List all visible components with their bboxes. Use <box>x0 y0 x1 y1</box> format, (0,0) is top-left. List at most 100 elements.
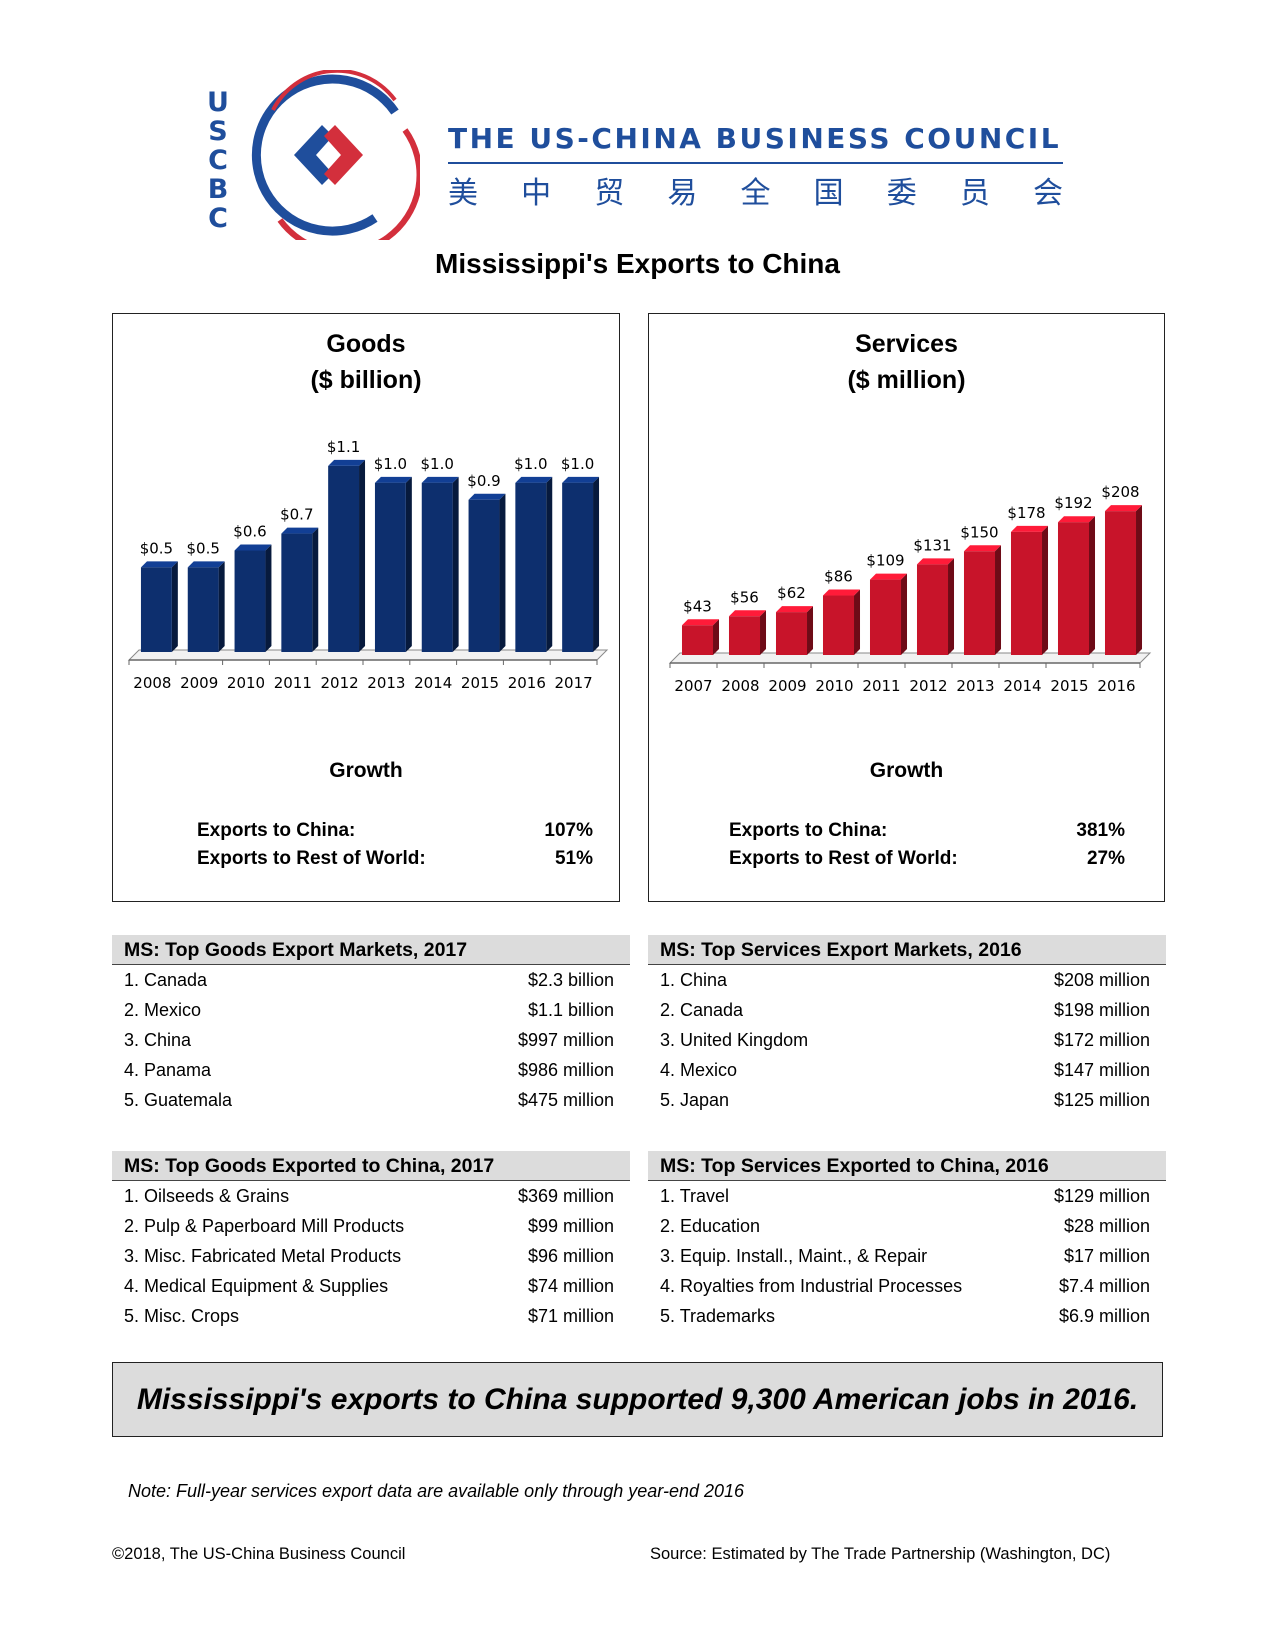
row-value: $475 million <box>517 1090 614 1110</box>
services-chart-title-text: Services <box>855 330 958 358</box>
footnote: Note: Full-year services export data are… <box>128 1481 745 1501</box>
bar-side <box>312 527 319 652</box>
data-label: $86 <box>824 568 853 586</box>
bar <box>775 612 808 655</box>
row-value: $17 million <box>1063 1246 1150 1266</box>
bar-side <box>713 619 720 655</box>
services-growth-world-label: Exports to Rest of World: <box>729 848 958 869</box>
row-name: 5. Trademarks <box>660 1306 776 1326</box>
services-chart-title: Services ($ million) <box>649 326 1164 398</box>
goods-chart-title: Goods ($ billion) <box>113 326 619 398</box>
x-tick-label: 2012 <box>321 674 359 692</box>
table-row: 5. Misc. Crops $71 million <box>112 1301 630 1331</box>
services-products-table: MS: Top Services Exported to China, 2016… <box>648 1151 1166 1331</box>
row-value: $7.4 million <box>1058 1276 1150 1296</box>
row-name: 4. Mexico <box>660 1060 738 1080</box>
row-name: 3. Misc. Fabricated Metal Products <box>124 1246 402 1266</box>
x-tick-label: 2008 <box>721 677 759 695</box>
row-value: $369 million <box>517 1186 614 1206</box>
bar-top <box>681 619 720 626</box>
x-tick-label: 2015 <box>1050 677 1088 695</box>
goods-bar-chart: $0.5 2008 $0.5 2009 $0.6 2010 $0.7 2011 $1.1 2012… <box>127 438 609 692</box>
row-name: 2. Pulp & Paperboard Mill Products <box>124 1216 405 1236</box>
table-row: 2. Education $28 million <box>648 1211 1166 1241</box>
row-name: 2. Canada <box>660 1000 744 1020</box>
bar <box>963 551 996 655</box>
row-value: $129 million <box>1053 1186 1150 1206</box>
logo-letter: U <box>207 87 229 118</box>
table-header: MS: Top Services Export Markets, 2016 <box>648 935 1166 965</box>
bar <box>140 567 172 652</box>
bar <box>234 550 266 652</box>
table-row: 4. Panama $986 million <box>112 1055 630 1085</box>
row-value: $986 million <box>517 1060 614 1080</box>
bar <box>1104 511 1137 655</box>
bar-top <box>916 558 955 565</box>
data-label: $1.1 <box>327 438 360 456</box>
bar <box>468 499 500 652</box>
bar-top <box>281 527 319 534</box>
bar-side <box>901 573 908 655</box>
row-name: 4. Royalties from Industrial Processes <box>660 1276 963 1296</box>
services-bar-chart: $43 2007 $56 2008 $62 2009 $86 2010 $109 2011 $131… <box>668 483 1152 695</box>
bar-top <box>728 610 767 617</box>
row-name: 4. Panama <box>124 1060 212 1080</box>
table-row: 1. Travel $129 million <box>648 1181 1166 1211</box>
logo-letter: B <box>207 174 229 205</box>
bar-side <box>1042 525 1049 655</box>
row-value: $96 million <box>527 1246 614 1266</box>
row-name: 1. Canada <box>124 970 208 990</box>
bar-top <box>1010 525 1049 532</box>
bar-side <box>405 476 412 652</box>
jobs-callout: Mississippi's exports to China supported… <box>112 1362 1163 1437</box>
table-row: 5. Trademarks $6.9 million <box>648 1301 1166 1331</box>
bar-side <box>995 545 1002 655</box>
services-growth-world-value: 27% <box>1086 848 1125 869</box>
table-row: 2. Pulp & Paperboard Mill Products $99 mi… <box>112 1211 630 1241</box>
bar-top <box>822 589 861 596</box>
x-tick-label: 2015 <box>461 674 499 692</box>
bar-side <box>452 476 459 652</box>
x-tick-label: 2007 <box>674 677 712 695</box>
data-label: $0.7 <box>280 506 313 524</box>
bar-top <box>515 476 553 483</box>
bar-side <box>1136 505 1143 655</box>
x-tick-label: 2011 <box>862 677 900 695</box>
bar <box>1010 531 1043 655</box>
goods-chart-subtitle: ($ billion) <box>310 366 422 394</box>
data-label: $208 <box>1101 483 1139 501</box>
table-row: 4. Mexico $147 million <box>648 1055 1166 1085</box>
org-name-english: THE US-CHINA BUSINESS COUNCIL <box>448 122 1062 155</box>
table-row: 5. Guatemala $475 million <box>112 1085 630 1115</box>
org-name-chinese-char: 员 <box>959 176 990 211</box>
bar-top <box>187 561 225 568</box>
bar <box>421 482 453 652</box>
bar-side <box>948 558 955 655</box>
row-name: 5. Japan <box>660 1090 730 1110</box>
services-chart-subtitle: ($ million) <box>847 366 966 394</box>
bar-top <box>562 476 600 483</box>
org-name-chinese-char: 贸 <box>594 176 625 211</box>
org-name-chinese-char: 委 <box>886 176 917 211</box>
table-row: 4. Royalties from Industrial Processes $7… <box>648 1271 1166 1301</box>
row-value: $172 million <box>1053 1030 1150 1050</box>
row-value: $99 million <box>527 1216 614 1236</box>
data-label: $1.0 <box>561 455 594 473</box>
bar <box>916 564 949 655</box>
data-label: $43 <box>683 597 712 615</box>
bar-side <box>760 610 767 655</box>
table-row: 4. Medical Equipment & Supplies $74 milli… <box>112 1271 630 1301</box>
x-tick-label: 2013 <box>367 674 405 692</box>
table-row: 2. Mexico $1.1 billion <box>112 995 630 1025</box>
logo-letter: C <box>208 203 228 234</box>
x-tick-label: 2014 <box>1003 677 1041 695</box>
row-value: $6.9 million <box>1058 1306 1150 1326</box>
row-value: $208 million <box>1053 970 1150 990</box>
bar-side <box>1089 516 1096 655</box>
data-label: $150 <box>960 523 998 541</box>
services-growth-china-value: 381% <box>1076 820 1125 841</box>
data-label: $1.0 <box>420 455 453 473</box>
bar-top <box>963 545 1002 552</box>
bar <box>187 567 219 652</box>
goods-chart-title-text: Goods <box>326 330 406 358</box>
